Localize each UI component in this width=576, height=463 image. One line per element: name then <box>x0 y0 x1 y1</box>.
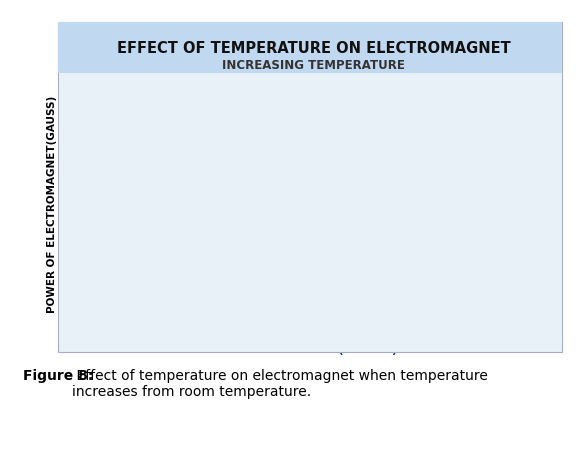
X-axis label: TEMPERATURE(CELSIUS): TEMPERATURE(CELSIUS) <box>253 344 397 354</box>
Bar <box>479 94 514 324</box>
Polygon shape <box>406 136 451 139</box>
Bar <box>334 213 370 324</box>
Bar <box>262 265 298 324</box>
Polygon shape <box>442 136 451 324</box>
Polygon shape <box>479 92 523 94</box>
Polygon shape <box>153 318 162 324</box>
Polygon shape <box>334 210 378 213</box>
Polygon shape <box>225 292 234 324</box>
Bar <box>117 320 153 324</box>
Polygon shape <box>117 318 162 320</box>
Polygon shape <box>262 262 306 265</box>
Polygon shape <box>514 92 523 324</box>
Text: Effect of temperature on electromagnet when temperature
increases from room temp: Effect of temperature on electromagnet w… <box>72 368 488 398</box>
Polygon shape <box>189 292 234 294</box>
Text: INCREASING TEMPERATURE: INCREASING TEMPERATURE <box>222 59 406 72</box>
Polygon shape <box>370 210 378 324</box>
Text: Figure 8:: Figure 8: <box>23 368 93 382</box>
Polygon shape <box>298 262 306 324</box>
Bar <box>406 139 442 324</box>
Bar <box>189 294 225 324</box>
Text: EFFECT OF TEMPERATURE ON ELECTROMAGNET: EFFECT OF TEMPERATURE ON ELECTROMAGNET <box>117 41 511 56</box>
Y-axis label: POWER OF ELECTROMAGNET(GAUSS): POWER OF ELECTROMAGNET(GAUSS) <box>47 95 57 312</box>
